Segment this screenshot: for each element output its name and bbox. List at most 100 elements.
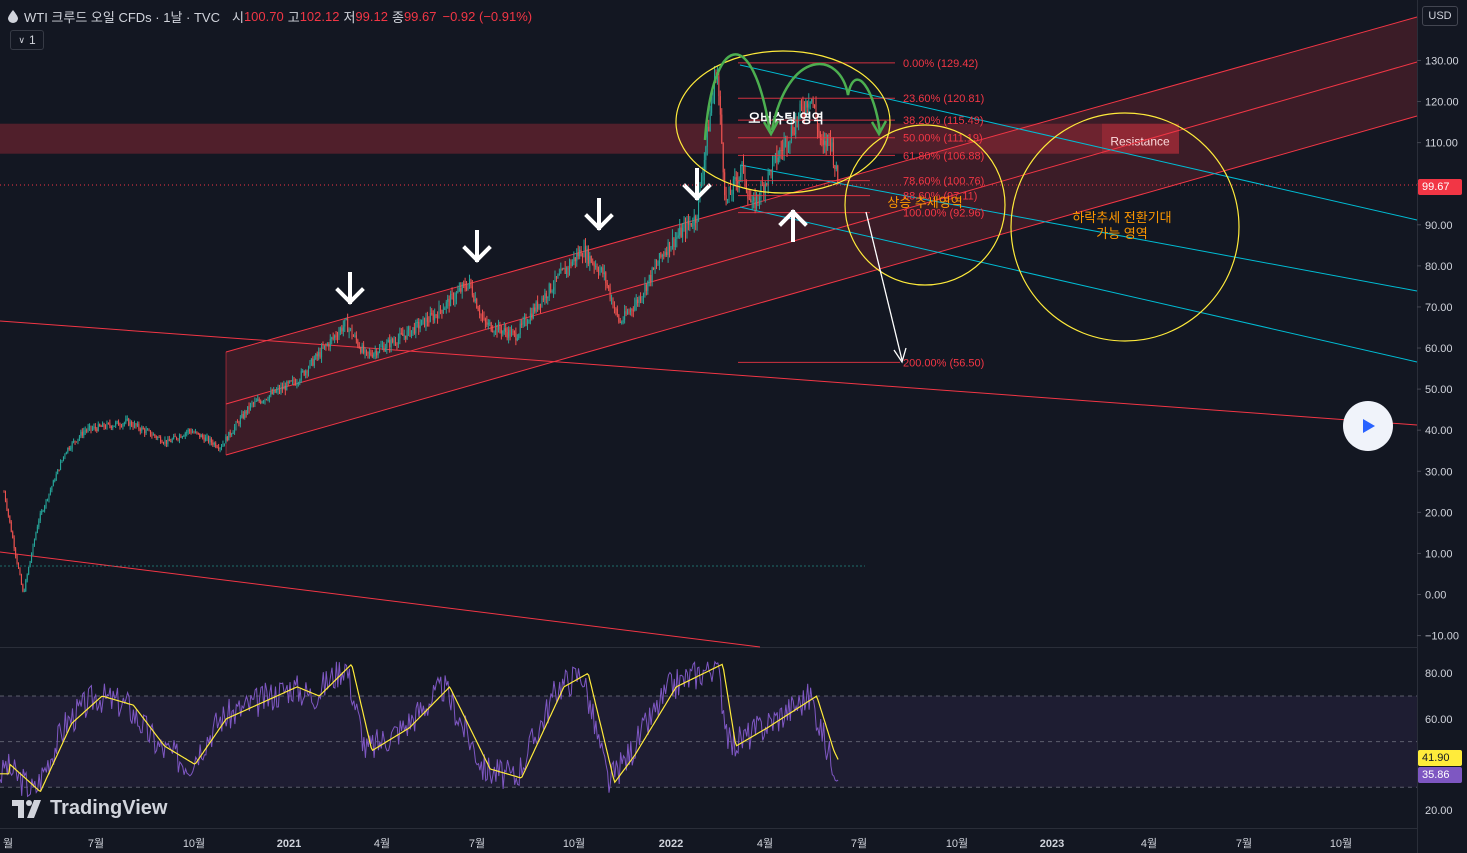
candle-body [352, 335, 354, 337]
candle-body [12, 531, 14, 539]
candle-body [213, 442, 215, 445]
currency-badge[interactable]: USD [1422, 6, 1458, 26]
candle-body [554, 276, 556, 288]
candle-body [215, 442, 217, 447]
candle-body [806, 101, 808, 108]
candle-body [593, 263, 595, 267]
candle-body [222, 443, 224, 447]
candle-body [457, 290, 459, 293]
candle-body [105, 427, 107, 429]
candle-body [234, 426, 236, 433]
candle-body [451, 293, 453, 295]
candle-body [785, 137, 787, 143]
symbol-title[interactable]: WTI 크루드 오일 CFDs · 1날 · TVC [24, 9, 220, 25]
tv-logo-icon [12, 799, 41, 818]
fib-label: 38.20% (115.49) [903, 115, 984, 127]
candle-body [526, 323, 528, 325]
candle-body [757, 194, 759, 200]
candle-body [422, 317, 424, 320]
candle-body [619, 321, 621, 323]
close-label: 종 [391, 9, 404, 25]
y-tick-label: 30.00 [1425, 466, 1453, 478]
candle-body [209, 438, 211, 443]
candle-body [779, 150, 781, 158]
candle-body [89, 425, 91, 428]
long-trendline-upper [0, 320, 1418, 426]
candle-body [470, 279, 472, 287]
reversal-zone-label-2: 가능 영역 [1096, 226, 1147, 241]
candle-body [693, 216, 695, 226]
candle-body [482, 314, 484, 318]
candle-body [595, 266, 597, 268]
candle-body [326, 343, 328, 346]
candle-body [113, 425, 115, 427]
candle-body [142, 427, 144, 430]
candle-body [341, 328, 343, 332]
candle-body [468, 279, 470, 284]
candle-body [51, 486, 53, 490]
candle-body [376, 350, 378, 356]
candle-body [367, 351, 369, 354]
candle-body [381, 345, 383, 347]
candle-body [798, 113, 800, 123]
candle-body [437, 315, 439, 319]
candle-body [47, 499, 49, 501]
candle-body [558, 273, 560, 275]
x-tick-label: 10월 [1330, 837, 1352, 850]
candle-body [16, 555, 18, 564]
candle-body [495, 326, 497, 332]
candle-body [345, 318, 347, 320]
candle-body [773, 156, 775, 162]
x-tick-label: 2023 [1040, 838, 1064, 850]
candle-body [424, 317, 426, 327]
candle-body [512, 331, 514, 333]
candle-body [157, 436, 159, 438]
candle-body [656, 265, 658, 267]
x-tick-label: 4월 [757, 837, 773, 850]
candle-body [551, 290, 553, 292]
candle-body [271, 391, 273, 394]
candle-body [586, 248, 588, 261]
candle-body [93, 426, 95, 429]
candle-body [305, 370, 307, 376]
candle-body [347, 318, 349, 333]
candle-body [289, 380, 291, 383]
candle-body [616, 308, 618, 315]
candle-body [447, 298, 449, 302]
candle-body [395, 341, 397, 344]
candle-body [689, 223, 691, 225]
candle-body [160, 437, 162, 443]
candle-body [219, 448, 221, 450]
candle-body [168, 439, 170, 442]
candle-body [35, 532, 37, 540]
up-arrow [778, 209, 808, 242]
candle-body [165, 439, 167, 444]
candle-body [131, 421, 133, 426]
play-icon [1363, 419, 1375, 433]
candle-body [464, 284, 466, 288]
candle-body [676, 237, 678, 239]
replay-play-button[interactable] [1343, 401, 1393, 451]
candle-body [44, 506, 46, 511]
indicator-toggle-button[interactable]: ∨ 1 [10, 30, 44, 50]
candle-body [515, 332, 517, 341]
fib-label: 0.00% (129.42) [903, 58, 978, 70]
candle-body [409, 327, 411, 337]
candle-body [15, 548, 17, 556]
rsi-tick-label: 60.00 [1425, 714, 1453, 726]
candle-body [139, 428, 141, 432]
candle-body [393, 341, 395, 343]
candle-body [203, 437, 205, 442]
candle-body [138, 423, 140, 429]
candle-body [418, 321, 420, 329]
candle-body [450, 293, 452, 307]
candle-body [493, 331, 495, 333]
uptrend-zone-circle [844, 124, 1006, 286]
candle-body [629, 309, 631, 313]
overshoot-ellipse [675, 50, 891, 194]
candle-body [505, 328, 507, 333]
x-tick-label: 10월 [946, 837, 968, 850]
candle-body [163, 442, 165, 444]
candle-body [58, 469, 60, 471]
